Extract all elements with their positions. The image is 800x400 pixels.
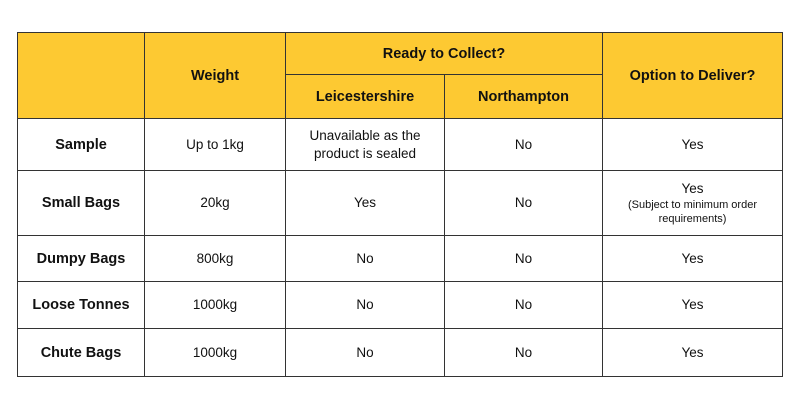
table-body: Sample Up to 1kg Unavailable as the prod… [17, 118, 783, 377]
northampton-cell: No [444, 328, 603, 377]
header-weight: Weight [144, 32, 286, 119]
header-corner-cell [17, 32, 145, 119]
table-row: Small Bags 20kg Yes No Yes (Subject to m… [17, 170, 783, 236]
header-option-to-deliver: Option to Deliver? [602, 32, 783, 119]
row-label-loose-tonnes: Loose Tonnes [17, 281, 145, 329]
row-label-dumpy-bags: Dumpy Bags [17, 235, 145, 282]
leicestershire-text-line-1: Unavailable as the [309, 127, 421, 143]
deliver-note-line-1: (Subject to minimum order [628, 199, 757, 211]
leicestershire-cell: No [285, 235, 445, 282]
table-row: Sample Up to 1kg Unavailable as the prod… [17, 118, 783, 171]
row-label-small-bags: Small Bags [17, 170, 145, 236]
northampton-cell: No [444, 170, 603, 236]
weight-cell: 1000kg [144, 281, 286, 329]
deliver-note-line-2: requirements) [658, 213, 727, 225]
northampton-cell: No [444, 235, 603, 282]
leicestershire-cell: Unavailable as the product is sealed [285, 118, 445, 171]
header-row-top: Weight Ready to Collect? Option to Deliv… [17, 32, 783, 119]
leicestershire-text-line-2: product is sealed [313, 145, 417, 161]
deliver-cell: Yes [602, 281, 783, 329]
weight-cell: 800kg [144, 235, 286, 282]
table-row: Chute Bags 1000kg No No Yes [17, 328, 783, 377]
weight-cell: 1000kg [144, 328, 286, 377]
collection-delivery-table: Weight Ready to Collect? Option to Deliv… [17, 32, 783, 377]
northampton-cell: No [444, 118, 603, 171]
header-row-sub: Leicestershire Northampton [18, 74, 783, 119]
header-northampton: Northampton [444, 74, 603, 119]
weight-cell: 20kg [144, 170, 286, 236]
northampton-cell: No [444, 281, 603, 329]
leicestershire-cell: No [285, 328, 445, 377]
deliver-cell: Yes (Subject to minimum order requiremen… [602, 170, 783, 236]
deliver-value: Yes [681, 181, 704, 196]
header-leicestershire: Leicestershire [285, 74, 445, 119]
table-header: Weight Ready to Collect? Option to Deliv… [17, 32, 783, 119]
leicestershire-cell: Yes [285, 170, 445, 236]
leicestershire-cell: No [285, 281, 445, 329]
weight-cell: Up to 1kg [144, 118, 286, 171]
row-label-chute-bags: Chute Bags [17, 328, 145, 377]
row-label-sample: Sample [17, 118, 145, 171]
deliver-cell: Yes [602, 235, 783, 282]
header-ready-to-collect: Ready to Collect? [285, 32, 603, 75]
table-row: Loose Tonnes 1000kg No No Yes [17, 281, 783, 329]
deliver-cell: Yes [602, 118, 783, 171]
table-row: Dumpy Bags 800kg No No Yes [17, 235, 783, 282]
deliver-cell: Yes [602, 328, 783, 377]
